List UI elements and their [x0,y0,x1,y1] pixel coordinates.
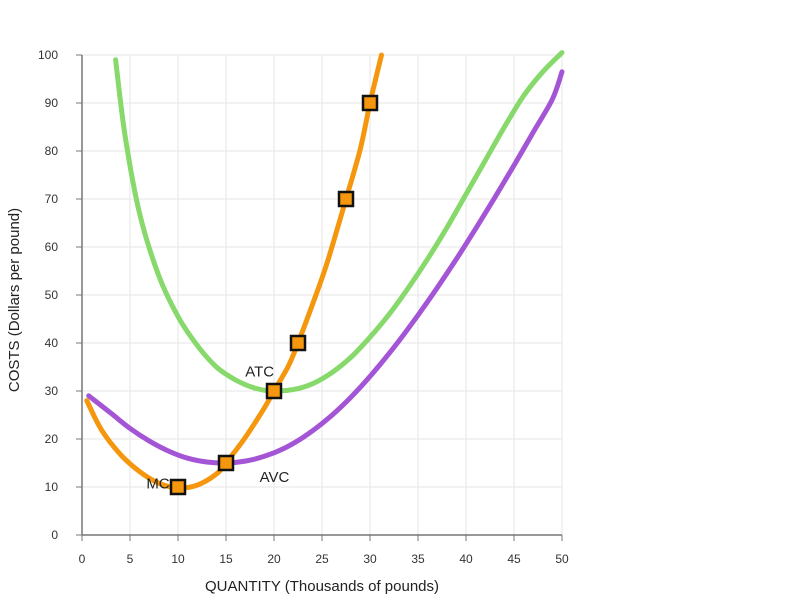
x-axis-title: QUANTITY (Thousands of pounds) [205,578,439,595]
y-tick-label-40: 40 [45,336,59,350]
y-tick-label-60: 60 [45,240,59,254]
x-tick-label-25: 25 [315,552,329,566]
atc-label: ATC [245,364,274,381]
mc-marker-10-10 [169,478,187,496]
avc-curve [86,69,565,466]
tick-labels: 0 5 10 15 20 25 30 35 40 45 50 0 10 20 30 40 50 60 70 80 90 1… [38,48,569,566]
y-tick-label-20: 20 [45,432,59,446]
x-tick-label-50: 50 [555,552,569,566]
x-tick-label-10: 10 [171,552,185,566]
x-tick-label-5: 5 [127,552,134,566]
mc-marker-15-15 [217,454,235,472]
x-tick-label-15: 15 [219,552,233,566]
y-tick-label-10: 10 [45,480,59,494]
y-tick-label-80: 80 [45,144,59,158]
y-tick-label-0: 0 [51,528,58,542]
x-tick-label-20: 20 [267,552,281,566]
atc-curve [113,50,565,394]
mc-point-markers [169,94,379,496]
avc-label: AVC [260,469,290,486]
axes [76,54,563,541]
mc-label: MC [146,475,169,492]
curve-labels: ATC AVC MC [146,364,289,493]
y-tick-label-50: 50 [45,288,59,302]
mc-curve [84,52,384,491]
mc-marker-27.5-70 [337,190,355,208]
cost-curves [84,50,565,491]
y-tick-label-30: 30 [45,384,59,398]
y-tick-label-90: 90 [45,96,59,110]
y-axis-title: COSTS (Dollars per pound) [6,208,23,392]
x-tick-label-35: 35 [411,552,425,566]
x-tick-label-0: 0 [79,552,86,566]
x-tick-label-40: 40 [459,552,473,566]
mc-marker-22.5-40 [289,334,307,352]
mc-marker-30-90 [361,94,379,112]
x-tick-label-30: 30 [363,552,377,566]
y-tick-label-70: 70 [45,192,59,206]
mc-marker-20-30 [265,382,283,400]
grid-lines [82,54,563,535]
x-tick-label-45: 45 [507,552,521,566]
y-tick-label-100: 100 [38,48,58,62]
